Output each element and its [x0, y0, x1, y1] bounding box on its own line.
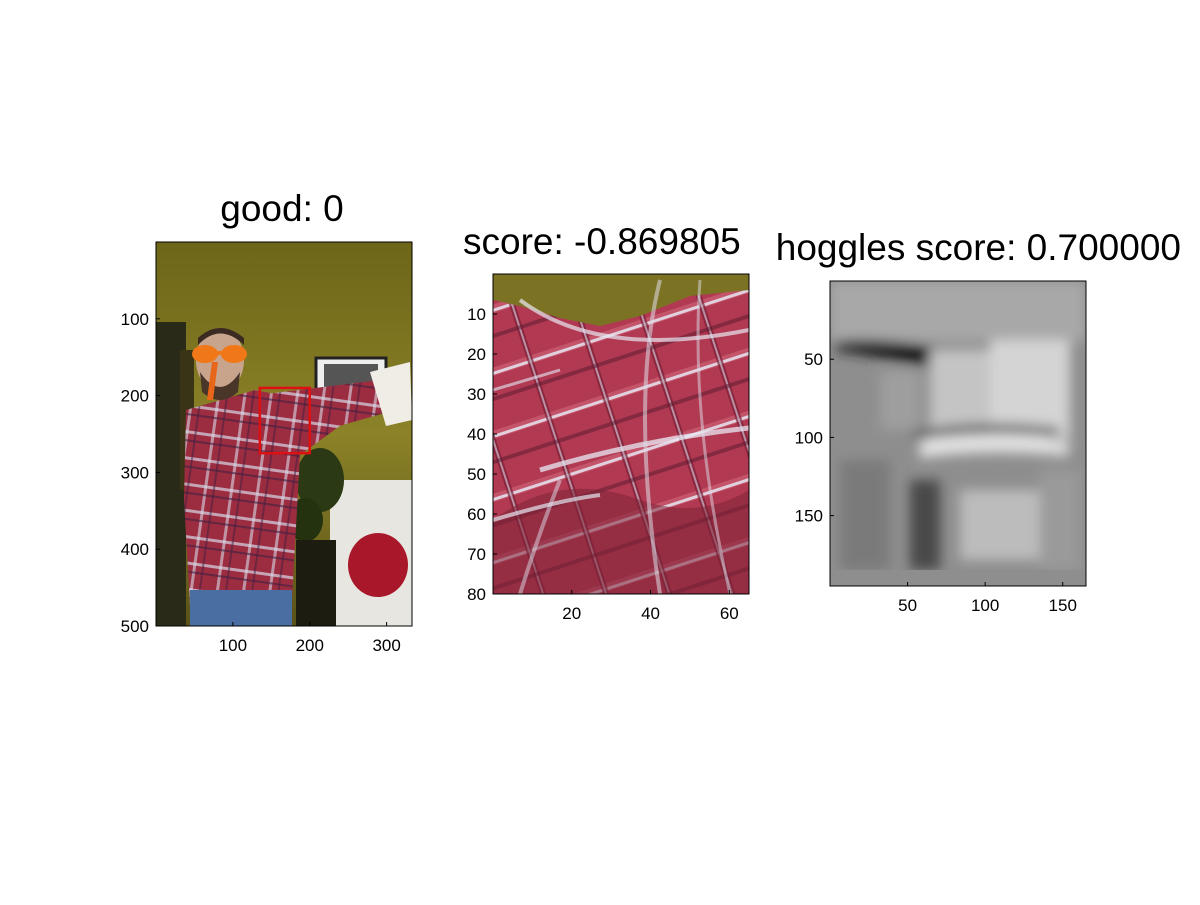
x-tick-label: 100: [971, 596, 999, 615]
x-tick-label: 50: [898, 596, 917, 615]
y-tick-label: 30: [467, 385, 486, 404]
y-tick-label: 300: [121, 463, 149, 482]
y-tick-label: 100: [795, 428, 823, 447]
x-tick-label: 100: [219, 636, 247, 655]
panel-1: good: 0: [121, 188, 413, 655]
panel-1-frame: [155, 241, 413, 627]
panel-3: 50 100 150 50 100 150 hoggles score: 0.70000…: [776, 227, 1181, 615]
x-tick-label: 40: [641, 604, 660, 623]
y-tick-label: 200: [121, 387, 149, 406]
panel-2: score: -0.869805 20 40 60 10 20 30 40 50 60 70 80: [463, 221, 750, 623]
detection-box: [258, 386, 312, 455]
y-tick-label: 150: [795, 507, 823, 526]
y-tick-label: 50: [467, 465, 486, 484]
panel-3-title: hoggles score: 0.700000: [776, 227, 1181, 268]
x-tick-label: 300: [372, 636, 400, 655]
x-tick-label: 60: [720, 604, 739, 623]
panel-3-x-axis: 50 100 150: [898, 582, 1077, 615]
y-tick-label: 40: [467, 425, 486, 444]
x-tick-label: 150: [1049, 596, 1077, 615]
panel-2-x-axis: 20 40 60: [562, 590, 739, 623]
y-tick-label: 10: [467, 305, 486, 324]
panel-3-hog: [830, 281, 1086, 586]
y-tick-label: 20: [467, 345, 486, 364]
panel-1-title: good: 0: [220, 188, 343, 229]
x-tick-label: 20: [562, 604, 581, 623]
y-tick-label: 50: [804, 350, 823, 369]
y-tick-label: 400: [121, 540, 149, 559]
panel-1-photo: [156, 242, 412, 626]
x-tick-label: 200: [296, 636, 324, 655]
panel-3-frame: [829, 280, 1087, 587]
panel-2-title: score: -0.869805: [463, 221, 741, 262]
y-tick-label: 70: [467, 545, 486, 564]
panel-1-y-axis: 100 200 300 400 500: [121, 310, 160, 636]
panel-3-y-axis: 50 100 150: [795, 350, 834, 526]
y-tick-label: 80: [467, 585, 486, 604]
panel-2-y-axis: 10 20 30 40 50 60 70 80: [467, 305, 497, 604]
panel-2-crop: [493, 274, 749, 594]
y-tick-label: 100: [121, 310, 149, 329]
y-tick-label: 60: [467, 505, 486, 524]
panel-1-x-axis: 100 200 300: [219, 622, 401, 655]
y-tick-label: 500: [121, 617, 149, 636]
